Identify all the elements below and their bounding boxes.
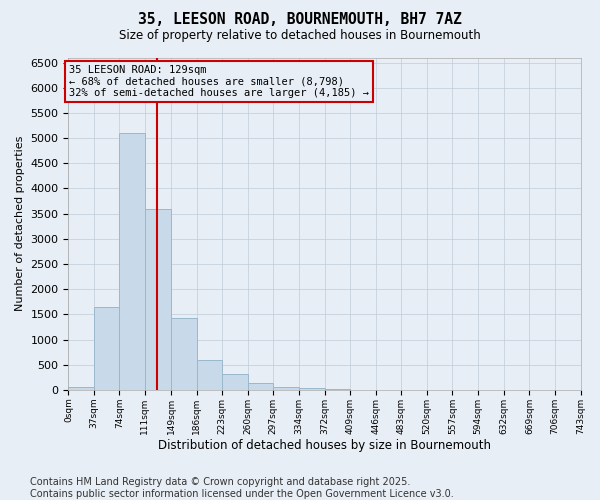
Bar xyxy=(94,307,119,390)
Bar xyxy=(119,133,145,390)
X-axis label: Distribution of detached houses by size in Bournemouth: Distribution of detached houses by size … xyxy=(158,440,491,452)
Y-axis label: Number of detached properties: Number of detached properties xyxy=(15,136,25,312)
Bar xyxy=(299,388,325,390)
Bar xyxy=(222,374,248,390)
Bar xyxy=(197,360,222,390)
Text: 35 LEESON ROAD: 129sqm
← 68% of detached houses are smaller (8,798)
32% of semi-: 35 LEESON ROAD: 129sqm ← 68% of detached… xyxy=(69,65,369,98)
Text: Size of property relative to detached houses in Bournemouth: Size of property relative to detached ho… xyxy=(119,29,481,42)
Bar xyxy=(145,208,171,390)
Text: Contains HM Land Registry data © Crown copyright and database right 2025.
Contai: Contains HM Land Registry data © Crown c… xyxy=(30,478,454,499)
Bar xyxy=(273,388,299,390)
Bar xyxy=(248,384,273,390)
Bar xyxy=(68,387,94,390)
Bar xyxy=(171,318,197,390)
Text: 35, LEESON ROAD, BOURNEMOUTH, BH7 7AZ: 35, LEESON ROAD, BOURNEMOUTH, BH7 7AZ xyxy=(138,12,462,28)
